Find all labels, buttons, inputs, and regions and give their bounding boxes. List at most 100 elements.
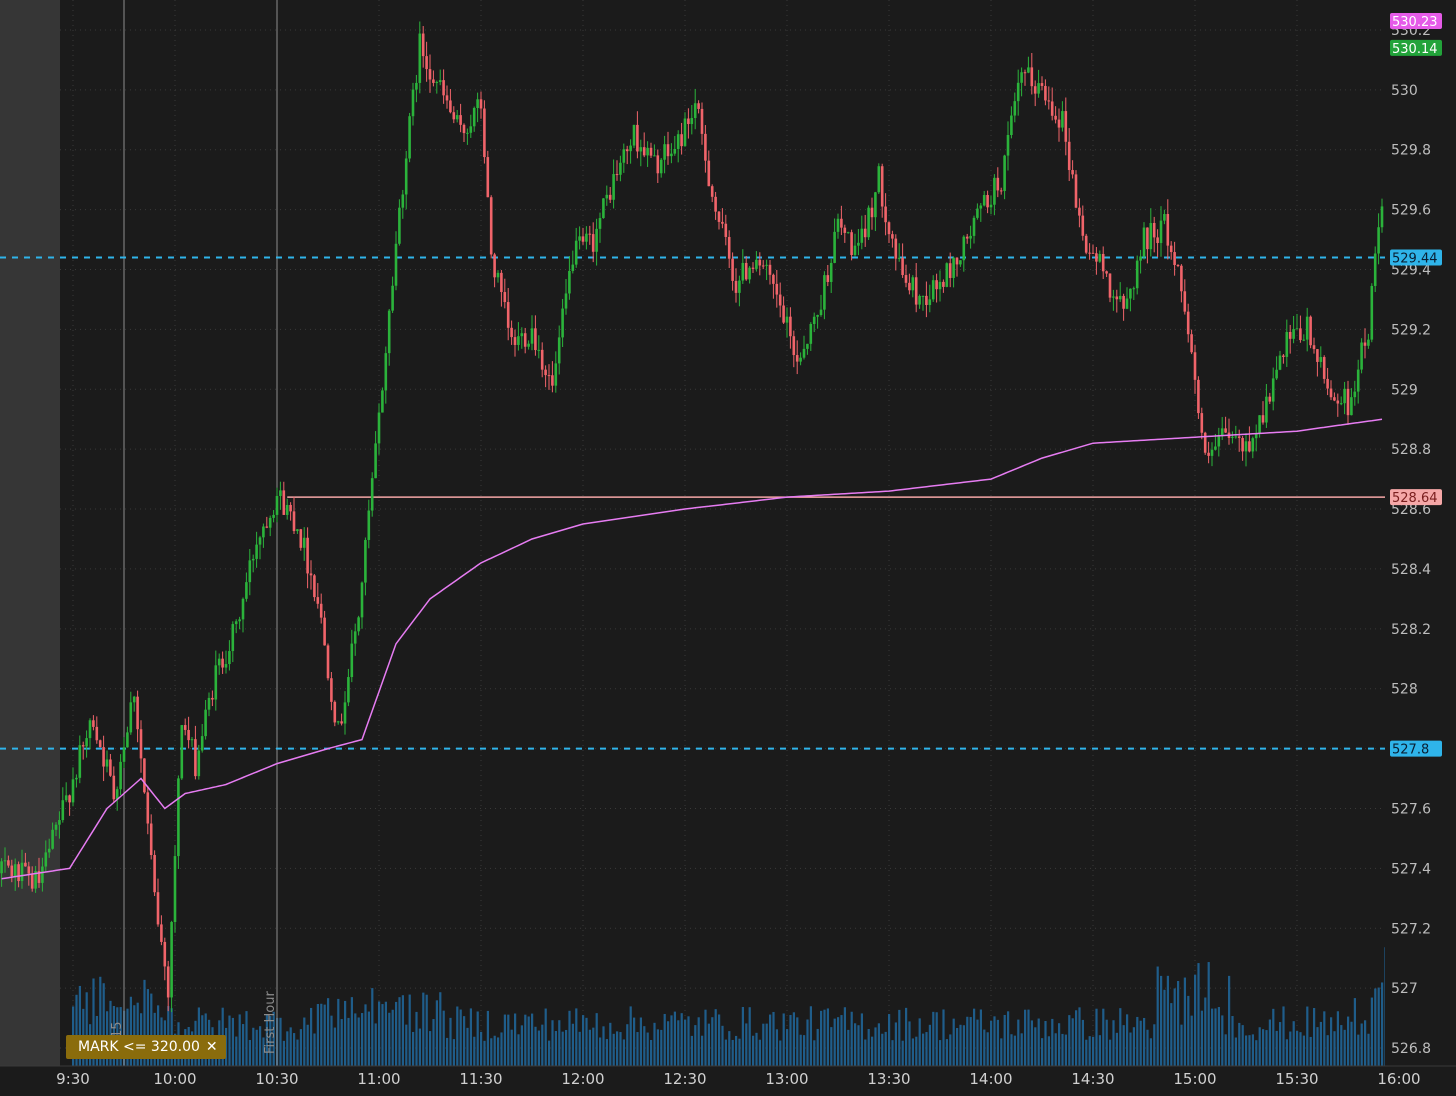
volume-bar xyxy=(677,1020,680,1066)
candle-body xyxy=(1071,170,1074,175)
volume-bar xyxy=(772,1011,775,1066)
volume-bar xyxy=(463,1016,466,1066)
candle-body xyxy=(676,134,680,149)
volume-bar xyxy=(626,1024,629,1066)
candle-body xyxy=(1173,252,1176,266)
candle-body xyxy=(245,582,248,599)
volume-bar xyxy=(830,1027,833,1066)
candle-body xyxy=(1081,215,1085,236)
volume-bar xyxy=(643,1026,646,1066)
candle-body xyxy=(377,412,381,444)
volume-bar xyxy=(1058,1023,1061,1066)
candle-body xyxy=(1312,345,1316,350)
candle-body xyxy=(98,740,102,748)
candle-body xyxy=(761,265,765,267)
candle-body xyxy=(884,206,887,223)
candle-body xyxy=(197,750,201,777)
candle-body xyxy=(1207,452,1210,456)
volume-bar xyxy=(1347,1016,1350,1066)
candle-body xyxy=(867,207,870,238)
candle-body xyxy=(296,529,299,532)
volume-bar xyxy=(293,1033,296,1066)
candle-body xyxy=(734,280,738,293)
volume-bar xyxy=(143,979,146,1066)
volume-bar xyxy=(1353,998,1356,1066)
volume-bar xyxy=(1370,997,1373,1066)
candle-body xyxy=(666,144,670,157)
price-badge-label: 527.8 xyxy=(1392,743,1429,758)
volume-bar xyxy=(1238,1022,1241,1066)
volume-bar xyxy=(1377,987,1380,1066)
candle-body xyxy=(727,236,731,259)
price-alert-marker[interactable]: MARK <= 320.00 ✕ xyxy=(66,1035,226,1059)
candle-body xyxy=(364,539,367,583)
volume-bar xyxy=(490,1038,493,1066)
candle-body xyxy=(282,490,286,515)
y-tick-label: 528.4 xyxy=(1391,562,1431,578)
volume-bar xyxy=(1319,1021,1322,1066)
volume-bar xyxy=(1343,1029,1346,1066)
candle-body xyxy=(112,775,116,800)
volume-bar xyxy=(1037,1018,1040,1066)
volume-bar xyxy=(956,1027,959,1066)
volume-bar xyxy=(1013,1035,1016,1066)
candle-body xyxy=(139,729,143,759)
candle-body xyxy=(71,779,75,803)
candle-body xyxy=(1118,295,1122,300)
candle-body xyxy=(194,739,197,777)
volume-bar xyxy=(395,1001,398,1066)
candle-body xyxy=(836,218,840,232)
candle-body xyxy=(704,133,707,161)
candle-body xyxy=(1112,296,1115,298)
candle-body xyxy=(1054,115,1057,120)
candle-body xyxy=(755,259,758,269)
volume-bar xyxy=(442,1010,445,1066)
volume-bar xyxy=(439,992,442,1066)
candle-body xyxy=(659,159,663,174)
candle-body xyxy=(982,195,986,206)
candle-body xyxy=(401,194,405,208)
volume-bar xyxy=(966,1016,969,1066)
candle-body xyxy=(581,236,585,242)
volume-bar xyxy=(340,1019,343,1066)
volume-bar xyxy=(935,1012,938,1066)
candle-body xyxy=(1214,446,1217,450)
close-icon[interactable]: ✕ xyxy=(205,1039,218,1055)
volume-bar xyxy=(1064,1034,1067,1066)
candle-body xyxy=(432,79,435,83)
vertical-marker-label: First Hour xyxy=(263,991,278,1054)
volume-bar xyxy=(323,1004,326,1066)
volume-bar xyxy=(1109,1039,1112,1066)
volume-bar xyxy=(347,1017,350,1066)
volume-bar xyxy=(1041,1038,1044,1066)
candle-body xyxy=(1200,413,1204,433)
candle-body xyxy=(496,272,500,278)
candle-body xyxy=(1166,214,1170,246)
candle-body xyxy=(285,504,289,515)
volume-bar xyxy=(150,993,153,1066)
candle-body xyxy=(1132,288,1136,290)
volume-bar xyxy=(952,1018,955,1066)
volume-bar xyxy=(1160,975,1163,1066)
candle-body xyxy=(1261,415,1265,423)
candle-body xyxy=(1363,342,1367,346)
candle-body xyxy=(234,621,238,625)
candle-body xyxy=(1197,379,1200,414)
candle-body xyxy=(952,257,955,278)
volume-bar xyxy=(541,1024,544,1066)
volume-bar xyxy=(840,1015,843,1066)
candle-body xyxy=(248,560,252,583)
candle-body xyxy=(806,343,809,349)
candle-body xyxy=(557,337,561,364)
candle-body xyxy=(466,132,469,134)
y-tick-label: 530 xyxy=(1391,83,1418,99)
candle-body xyxy=(224,664,228,668)
volume-bar xyxy=(1333,1031,1336,1066)
candle-body xyxy=(1319,357,1323,362)
candle-body xyxy=(1074,174,1078,208)
volume-bar xyxy=(388,1012,391,1066)
volume-bar xyxy=(942,1009,945,1066)
volume-bar xyxy=(1306,1006,1309,1066)
candle-body xyxy=(948,263,952,278)
volume-bar xyxy=(894,1022,897,1066)
